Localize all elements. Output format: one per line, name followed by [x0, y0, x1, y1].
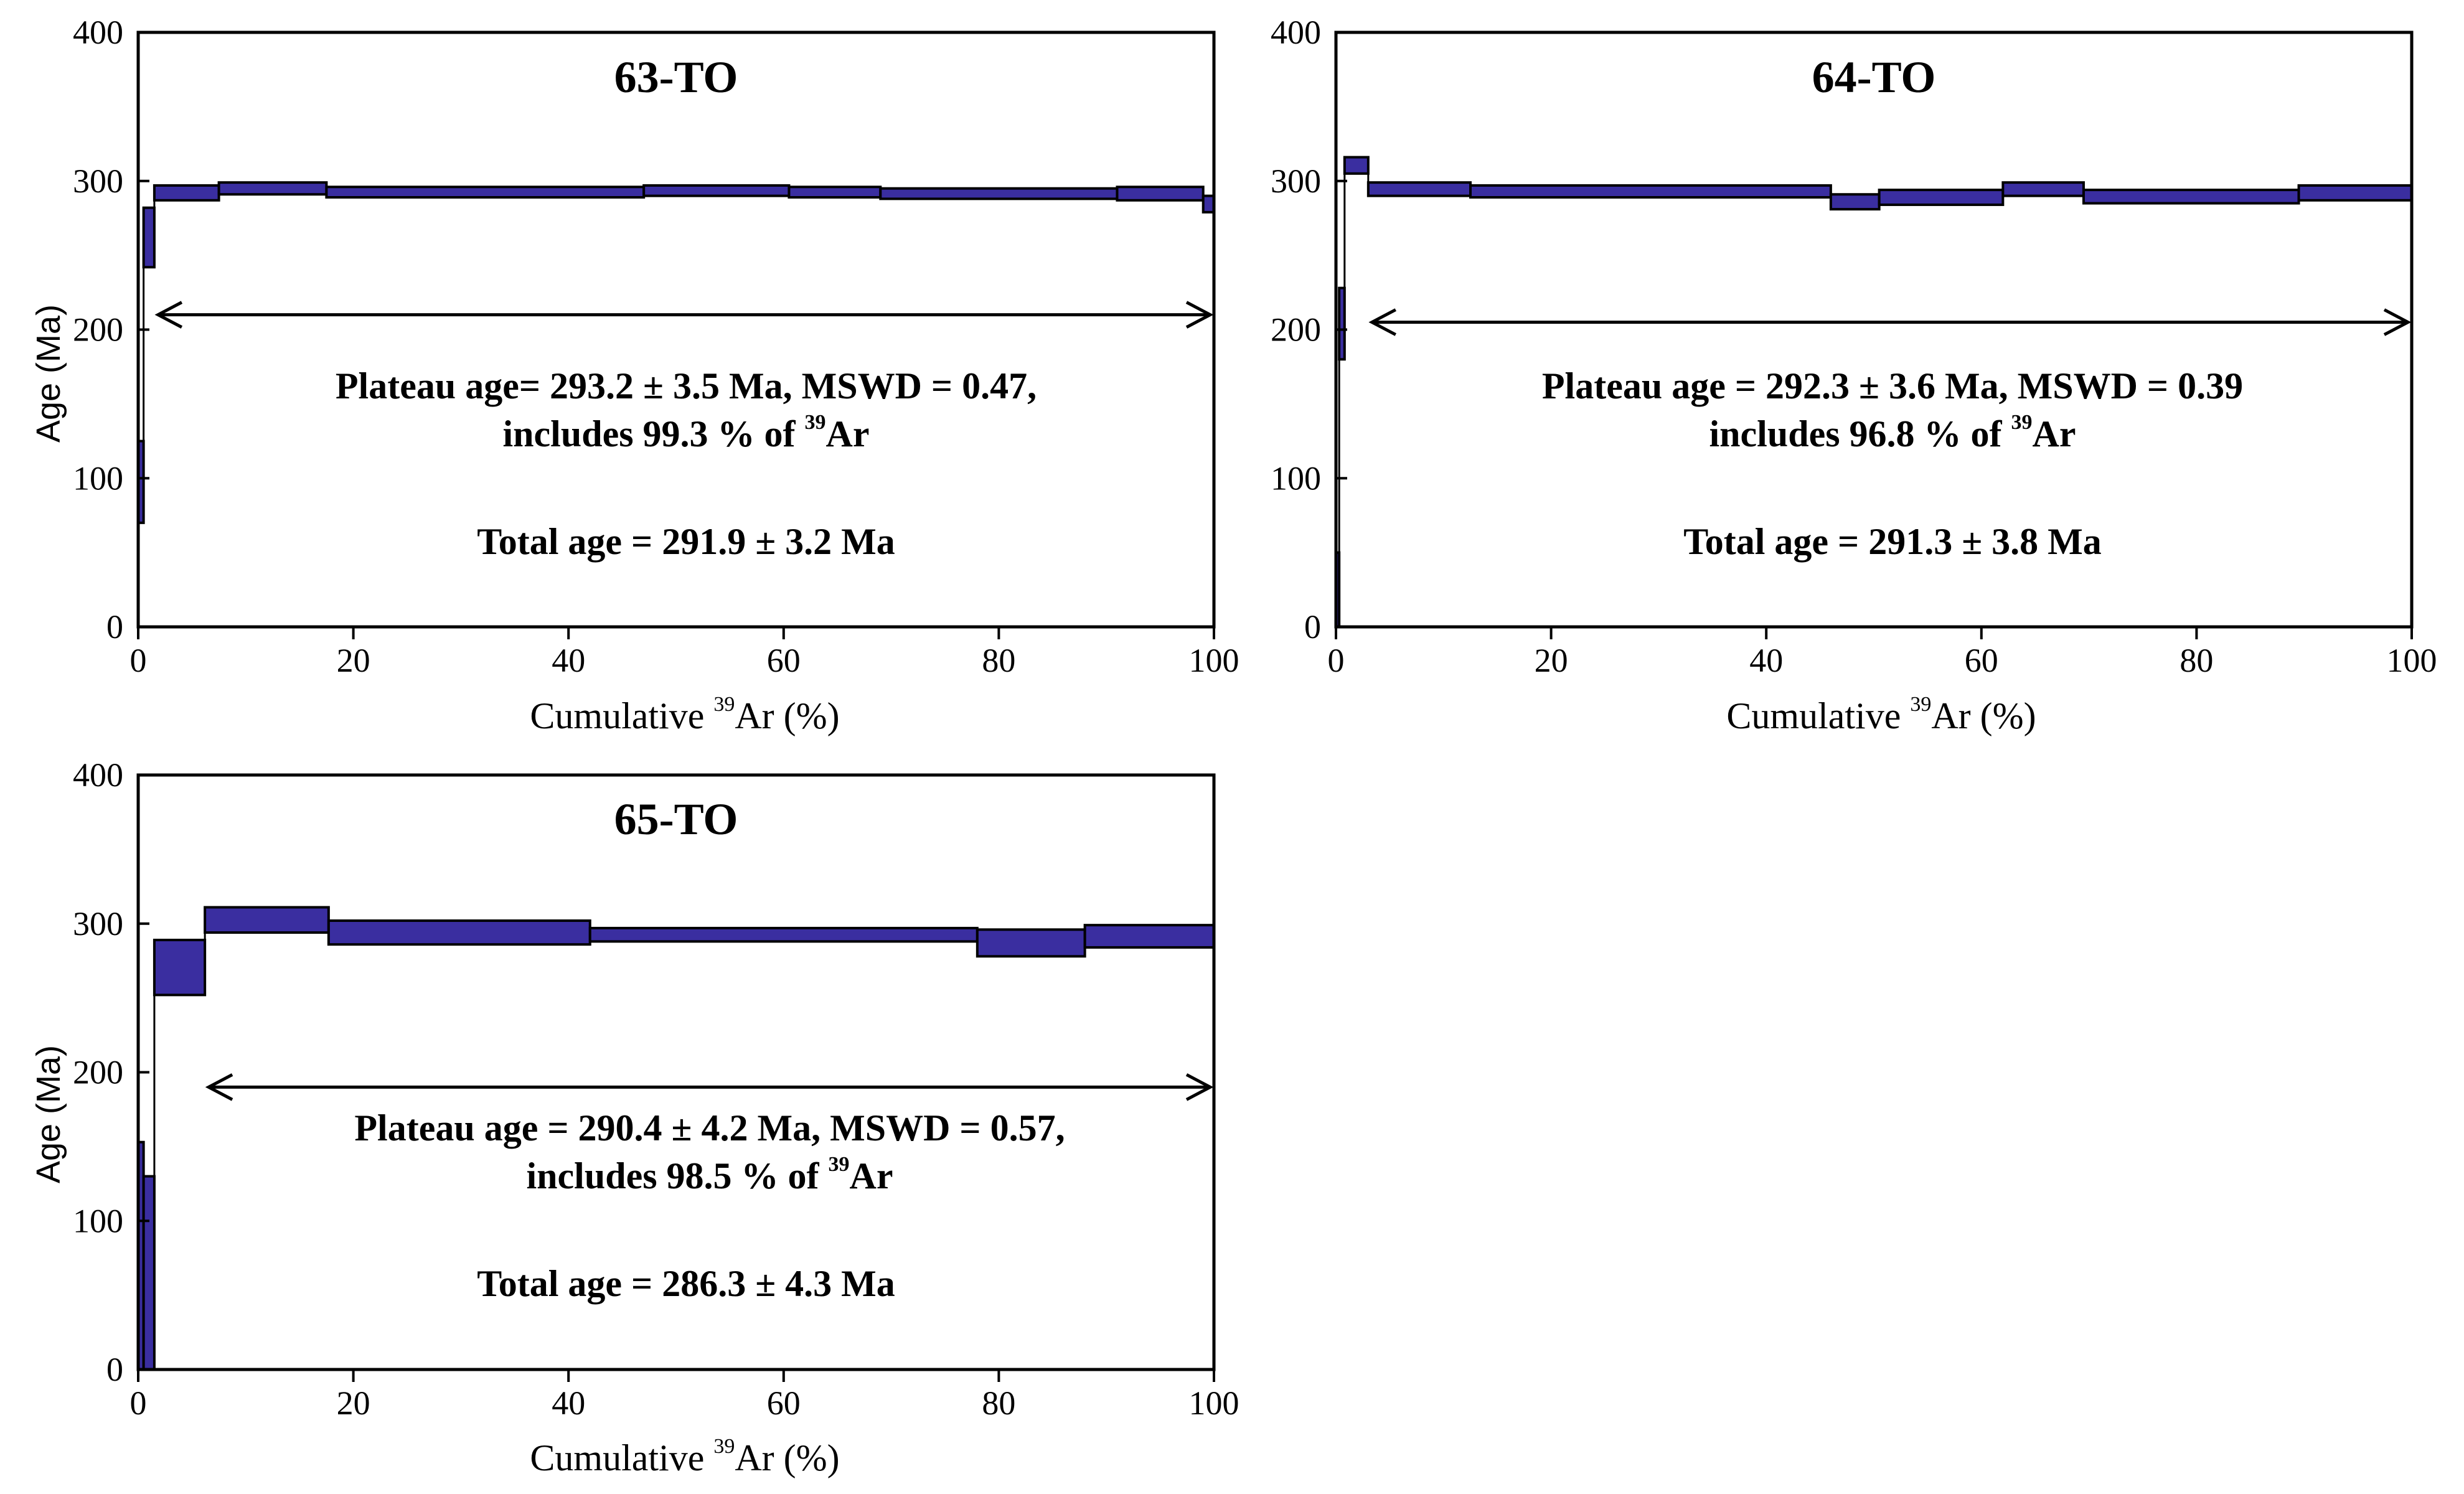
x-tick-label: 80	[2180, 642, 2213, 679]
plateau-arrowhead-left	[205, 1073, 233, 1101]
x-tick-label: 60	[767, 1384, 801, 1422]
age-step-box-9	[1116, 186, 1205, 202]
age-step-box-4	[217, 181, 328, 196]
x-tick-label: 100	[2387, 642, 2437, 679]
y-tick-label: 300	[1271, 162, 1321, 200]
x-tick-label: 80	[982, 642, 1015, 679]
plateau-age-text: Plateau age= 293.2 ± 3.5 Ma, MSWD = 0.47…	[336, 365, 1037, 406]
chart-64-to: 0 100 200 300 400 0 20 40 60 80 100 64-TO Plateau…	[1271, 14, 2437, 736]
plateau-arrowhead-right	[1185, 1073, 1214, 1101]
y-tick-label: 300	[73, 905, 123, 942]
chart-title: 65-TO	[614, 794, 738, 844]
x-tick-label: 60	[1965, 642, 1998, 679]
x-axis-ticks: 0 20 40 60 80 100	[1328, 627, 2437, 679]
chart-65-to: 0 100 200 300 400 0 20 40 60 80 100 65-TO Plateau…	[30, 756, 1239, 1478]
age-step-box-5	[327, 919, 591, 946]
includes-text: includes 99.3 % of 39Ar	[502, 411, 869, 454]
x-tick-label: 20	[337, 1384, 370, 1422]
x-tick-label: 40	[552, 642, 585, 679]
chart-title: 63-TO	[614, 52, 738, 102]
x-tick-label: 0	[1328, 642, 1345, 679]
age-step-box-8	[879, 187, 1119, 200]
x-tick-label: 20	[1535, 642, 1568, 679]
age-step-box-5	[325, 186, 646, 199]
age-step-box-10	[2297, 184, 2414, 202]
plateau-arrow	[154, 301, 1214, 329]
x-tick-label: 40	[552, 1384, 585, 1422]
x-axis-label: Cumulative 39Ar (%)	[1726, 693, 2036, 736]
chart-63-to: 0 100 200 300 400 0 20 40 60 80 100 63-TO Plateau…	[30, 14, 1239, 736]
plateau-arrow	[205, 1073, 1214, 1101]
x-tick-label: 20	[337, 642, 370, 679]
age-step-box-9	[2082, 189, 2300, 205]
x-axis-label: Cumulative 39Ar (%)	[530, 693, 839, 736]
age-steps	[1335, 156, 2414, 628]
includes-text: includes 96.8 % of 39Ar	[1709, 411, 2076, 454]
age-step-box-3	[153, 939, 207, 997]
total-age-text: Total age = 286.3 ± 4.3 Ma	[477, 1263, 895, 1304]
age-step-box-6	[1829, 193, 1881, 211]
y-axis-label: Age (Ma)	[30, 1045, 67, 1183]
age-step-box-6	[588, 926, 979, 943]
plateau-arrowhead-right	[1185, 301, 1214, 329]
plateau-age-text: Plateau age = 292.3 ± 3.6 Ma, MSWD = 0.3…	[1542, 365, 2243, 406]
x-tick-label: 100	[1189, 1384, 1239, 1422]
plateau-arrowhead-left	[154, 301, 183, 329]
x-tick-label: 40	[1749, 642, 1783, 679]
y-tick-label: 400	[73, 756, 123, 794]
x-axis-ticks: 0 20 40 60 80 100	[130, 1370, 1239, 1422]
x-tick-label: 0	[130, 642, 147, 679]
includes-text: includes 98.5 % of 39Ar	[526, 1153, 893, 1196]
y-tick-label: 0	[1304, 608, 1321, 646]
y-tick-label: 0	[106, 1351, 123, 1388]
age-step-box-3	[1343, 156, 1370, 175]
y-axis-ticks: 0 100 200 300 400	[1271, 14, 1347, 646]
y-tick-label: 400	[1271, 14, 1321, 51]
total-age-text: Total age = 291.9 ± 3.2 Ma	[477, 521, 895, 562]
y-axis-ticks: 0 100 200 300 400	[73, 756, 149, 1388]
plateau-arrow	[1368, 308, 2412, 336]
y-axis-label: Age (Ma)	[30, 304, 67, 443]
plateau-age-text: Plateau age = 290.4 ± 4.2 Ma, MSWD = 0.5…	[354, 1107, 1065, 1149]
age-step-box-10	[1201, 194, 1215, 214]
y-tick-label: 0	[106, 608, 123, 646]
age-step-box-4	[204, 906, 330, 934]
age-step-box-6	[642, 184, 791, 197]
age-step-box-5	[1469, 184, 1832, 199]
y-tick-label: 200	[73, 311, 123, 349]
plateau-arrowhead-right	[2383, 308, 2412, 336]
y-tick-label: 200	[1271, 311, 1321, 349]
chart-title: 64-TO	[1812, 52, 1936, 102]
x-axis-ticks: 0 20 40 60 80 100	[130, 627, 1239, 679]
age-step-box-8	[1083, 924, 1216, 949]
age-step-box-2	[142, 206, 156, 269]
y-tick-label: 400	[73, 14, 123, 51]
y-tick-label: 200	[73, 1054, 123, 1091]
age-steps	[137, 906, 1216, 1371]
x-tick-label: 100	[1189, 642, 1239, 679]
total-age-text: Total age = 291.3 ± 3.8 Ma	[1683, 521, 2102, 562]
y-tick-label: 100	[1271, 459, 1321, 497]
age-step-box-4	[1366, 181, 1472, 197]
x-tick-label: 60	[767, 642, 801, 679]
age-step-box-3	[153, 184, 220, 202]
y-tick-label: 100	[73, 459, 123, 497]
age-step-box-8	[2001, 181, 2085, 197]
age-step-box-7	[788, 186, 882, 199]
y-tick-label: 300	[73, 162, 123, 200]
x-tick-label: 80	[982, 1384, 1015, 1422]
x-tick-label: 0	[130, 1384, 147, 1422]
plateau-arrowhead-left	[1368, 308, 1397, 336]
y-tick-label: 100	[73, 1202, 123, 1239]
y-axis-ticks: 0 100 200 300 400	[73, 14, 149, 646]
age-step-box-2	[142, 1175, 156, 1371]
x-axis-label: Cumulative 39Ar (%)	[530, 1435, 839, 1478]
age-steps	[137, 181, 1215, 524]
age-step-box-7	[976, 928, 1086, 958]
age-step-box-7	[1878, 189, 2005, 206]
